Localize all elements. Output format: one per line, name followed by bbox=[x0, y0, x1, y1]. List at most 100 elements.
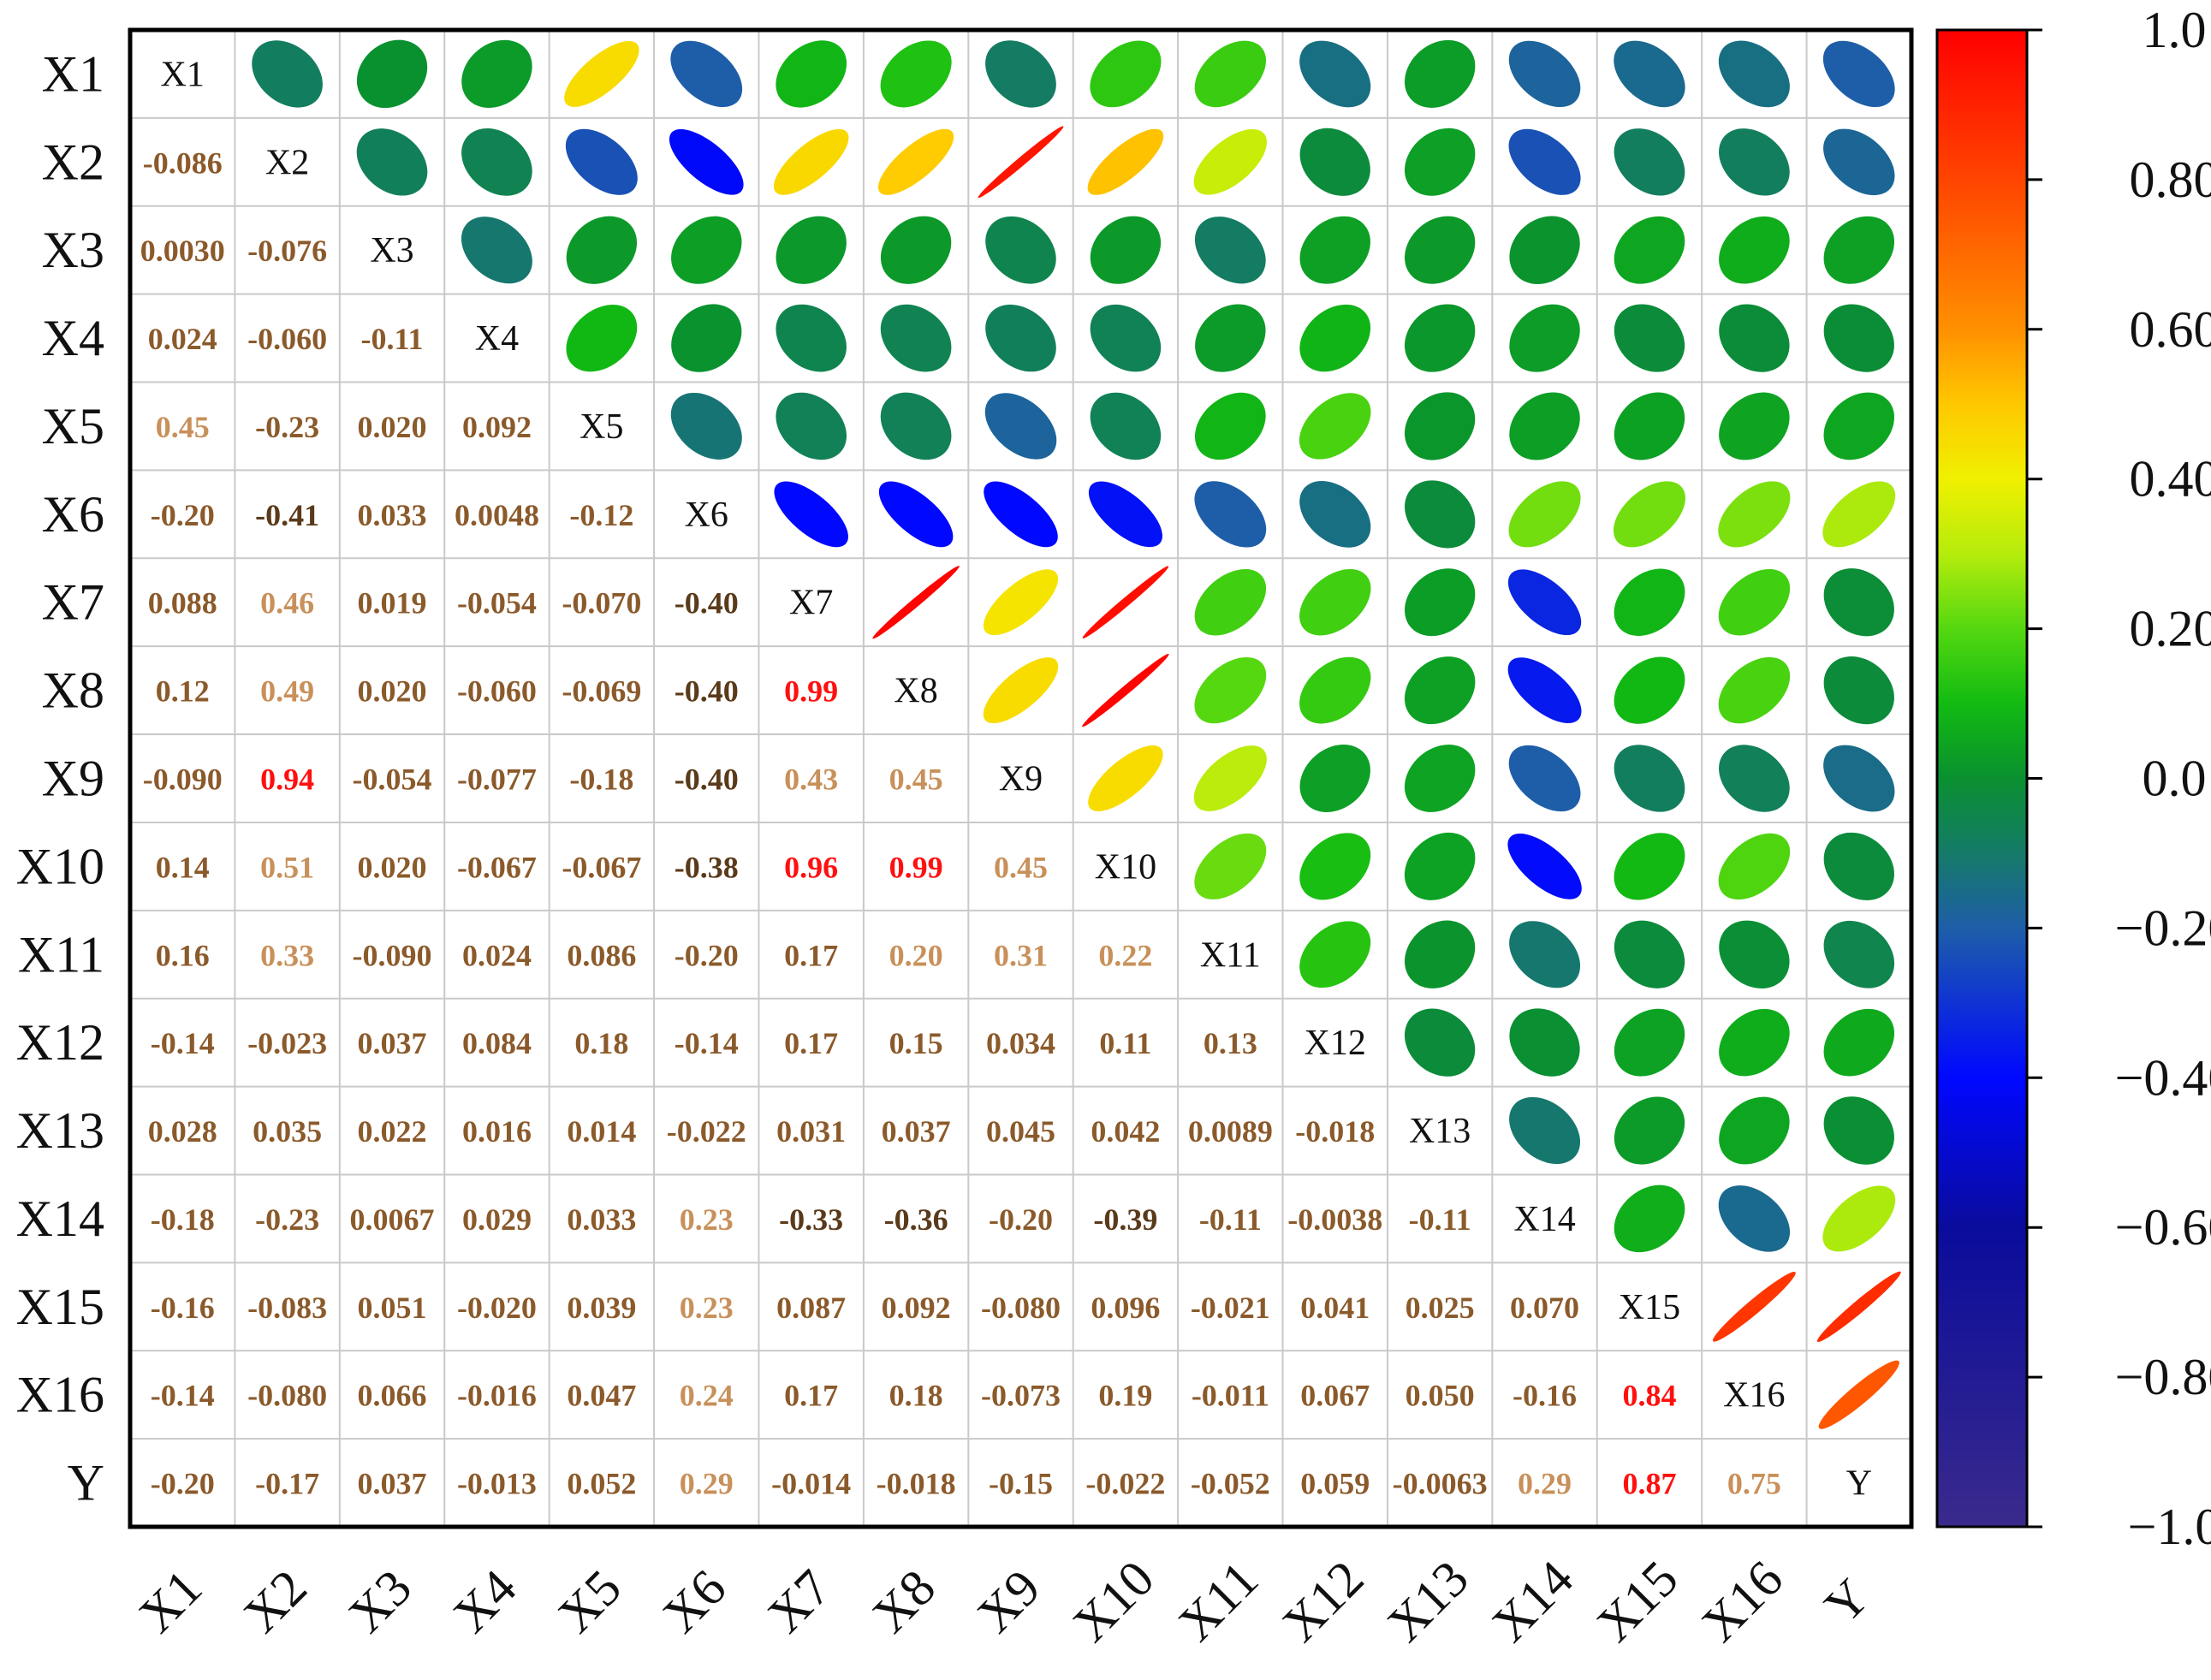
correlation-ellipse bbox=[1818, 1360, 1899, 1429]
correlation-ellipse bbox=[1507, 833, 1582, 899]
correlation-value: 0.092 bbox=[882, 1291, 951, 1325]
correlation-value: 0.31 bbox=[994, 938, 1048, 972]
correlation-ellipse bbox=[1194, 217, 1266, 284]
correlation-ellipse bbox=[1090, 392, 1162, 460]
correlation-value: -0.090 bbox=[353, 938, 432, 972]
correlation-value: -0.067 bbox=[562, 850, 641, 884]
correlation-value: -0.0063 bbox=[1393, 1467, 1488, 1501]
correlation-ellipse bbox=[1719, 304, 1790, 372]
correlation-ellipse bbox=[1194, 656, 1267, 724]
column-label: X16 bbox=[1691, 1550, 1793, 1653]
row-label: Y bbox=[68, 1455, 104, 1511]
correlation-value: 0.17 bbox=[784, 1379, 838, 1413]
correlation-ellipse bbox=[1509, 216, 1580, 284]
correlation-ellipse bbox=[978, 126, 1064, 199]
correlation-ellipse bbox=[1823, 568, 1894, 637]
correlation-ellipse bbox=[1194, 40, 1267, 108]
correlation-value: -0.14 bbox=[151, 1379, 215, 1413]
correlation-ellipse bbox=[1718, 568, 1791, 636]
correlation-ellipse bbox=[774, 481, 848, 548]
colorbar-tick-label: 0.40 bbox=[2130, 451, 2211, 508]
correlation-value: -0.23 bbox=[255, 410, 319, 444]
correlation-ellipse bbox=[670, 40, 743, 108]
correlation-ellipse bbox=[1614, 920, 1685, 988]
correlation-value: 0.022 bbox=[358, 1114, 427, 1149]
correlation-ellipse bbox=[1404, 1008, 1476, 1077]
correlation-ellipse bbox=[566, 216, 638, 284]
colorbar bbox=[1935, 28, 2029, 1529]
correlation-ellipse bbox=[1404, 656, 1476, 725]
correlation-value: 0.17 bbox=[784, 1026, 838, 1060]
correlation-value: -0.14 bbox=[675, 1026, 739, 1060]
correlation-value: -0.36 bbox=[884, 1202, 948, 1237]
correlation-value: 0.047 bbox=[567, 1379, 636, 1413]
correlation-ellipse bbox=[1614, 568, 1685, 636]
correlation-value: -0.17 bbox=[255, 1467, 319, 1501]
correlation-value: 0.13 bbox=[1204, 1026, 1257, 1060]
correlation-ellipse bbox=[1719, 216, 1790, 284]
correlation-value: 0.045 bbox=[986, 1114, 1055, 1149]
correlation-value: -0.40 bbox=[675, 586, 739, 620]
correlation-ellipse bbox=[1087, 128, 1164, 195]
correlation-value: -0.077 bbox=[457, 763, 537, 797]
correlation-value: 0.088 bbox=[148, 586, 217, 620]
row-label: X8 bbox=[42, 662, 104, 719]
correlation-ellipse bbox=[1822, 40, 1895, 108]
row-label: X4 bbox=[42, 310, 104, 366]
correlation-ellipse bbox=[461, 39, 532, 109]
row-label: X11 bbox=[18, 926, 104, 982]
correlation-ellipse bbox=[1614, 1008, 1685, 1077]
correlation-value: 0.037 bbox=[882, 1114, 951, 1149]
row-label: X12 bbox=[16, 1014, 104, 1071]
correlation-value: -0.022 bbox=[667, 1114, 746, 1149]
correlation-value: 0.029 bbox=[462, 1202, 532, 1237]
correlation-ellipse bbox=[1823, 1096, 1894, 1165]
correlation-ellipse bbox=[1718, 40, 1790, 108]
colorbar-tick-label: −0.60 bbox=[2115, 1199, 2211, 1256]
correlation-value: 0.22 bbox=[1098, 938, 1152, 972]
correlation-ellipse bbox=[1299, 304, 1371, 372]
correlation-ellipse bbox=[880, 392, 952, 460]
correlation-ellipse bbox=[1193, 128, 1268, 195]
correlation-value: -0.11 bbox=[1409, 1202, 1471, 1237]
column-label: X5 bbox=[547, 1559, 632, 1644]
correlation-value: 0.20 bbox=[889, 938, 943, 972]
correlation-value: 0.014 bbox=[567, 1114, 636, 1149]
diagonal-label: X6 bbox=[685, 496, 728, 535]
correlation-value: 0.99 bbox=[784, 674, 838, 709]
correlation-ellipse bbox=[776, 304, 847, 372]
correlation-ellipse bbox=[1405, 480, 1476, 549]
correlation-ellipse bbox=[671, 304, 742, 372]
correlation-ellipse bbox=[984, 393, 1057, 460]
correlation-value: -0.054 bbox=[353, 763, 432, 797]
correlation-ellipse bbox=[564, 40, 639, 107]
diagonal-label: X2 bbox=[265, 143, 309, 182]
row-label: X16 bbox=[16, 1367, 104, 1423]
correlation-ellipse bbox=[1404, 128, 1476, 196]
correlation-value: 0.070 bbox=[1510, 1291, 1579, 1325]
column-label: X13 bbox=[1376, 1550, 1479, 1653]
correlation-value: -0.011 bbox=[1192, 1379, 1269, 1413]
correlation-value: 0.46 bbox=[260, 586, 314, 620]
correlation-ellipse bbox=[1299, 40, 1371, 108]
correlation-value: -0.090 bbox=[143, 763, 223, 797]
correlation-value: 0.037 bbox=[358, 1467, 427, 1501]
correlation-ellipse bbox=[1508, 481, 1581, 548]
correlation-value: 0.052 bbox=[567, 1467, 636, 1501]
correlation-value: 0.14 bbox=[156, 850, 210, 884]
correlation-value: -0.20 bbox=[675, 938, 739, 972]
column-label: X10 bbox=[1062, 1550, 1165, 1653]
correlation-value: 0.067 bbox=[1300, 1379, 1370, 1413]
column-label: X12 bbox=[1272, 1550, 1375, 1653]
correlation-ellipse bbox=[1614, 833, 1685, 900]
correlation-value: -0.022 bbox=[1085, 1467, 1165, 1501]
correlation-value: -0.20 bbox=[151, 1467, 215, 1501]
correlation-ellipse bbox=[1822, 481, 1896, 548]
correlation-value: 0.18 bbox=[574, 1026, 628, 1060]
colorbar-tick-label: −0.20 bbox=[2115, 899, 2211, 956]
correlation-value: -0.080 bbox=[981, 1291, 1061, 1325]
correlation-value: -0.021 bbox=[1191, 1291, 1270, 1325]
diagonal-label: X4 bbox=[475, 319, 519, 359]
correlation-ellipse bbox=[773, 128, 849, 195]
correlation-value: -0.15 bbox=[989, 1467, 1053, 1501]
